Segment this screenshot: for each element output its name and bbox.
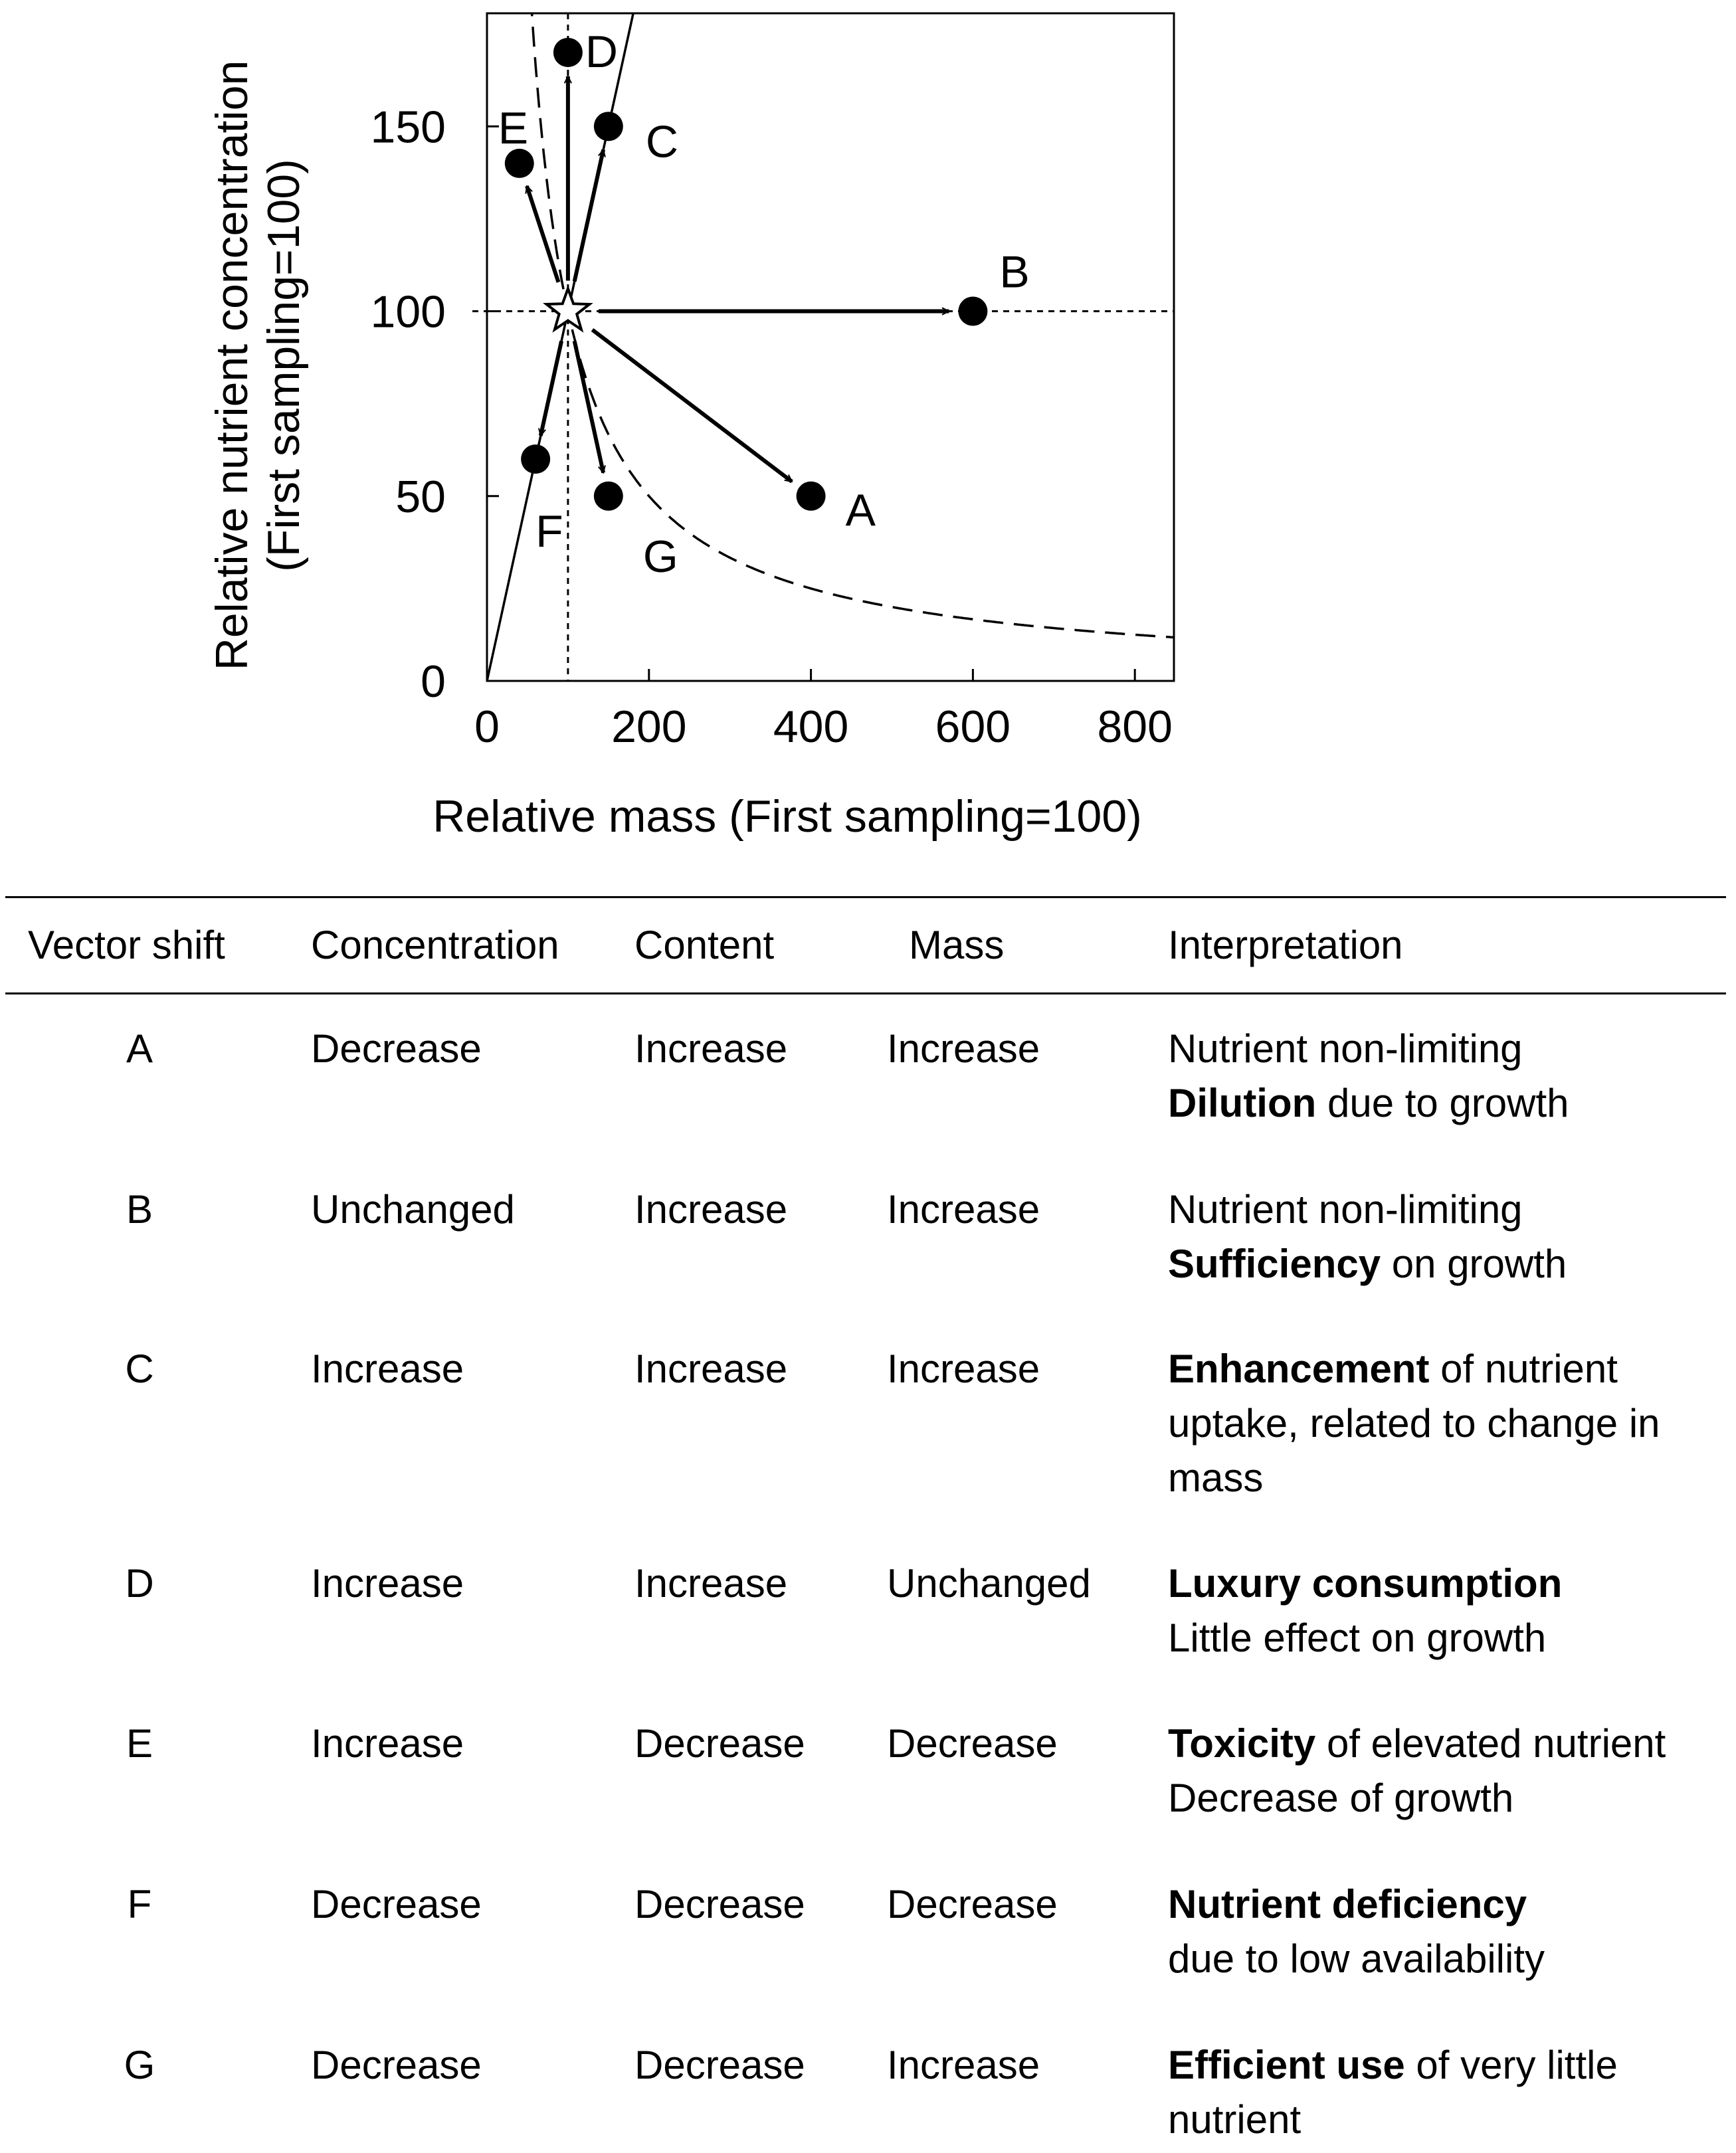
cell-vector-shift: A <box>126 1026 153 1071</box>
cell-mass: Decrease <box>887 1882 1058 1926</box>
plot-frame <box>486 12 1175 682</box>
x-tick-label: 600 <box>935 702 1011 752</box>
cell-interpretation: Toxicity of elevated nutrient Decrease o… <box>1168 1717 1726 1825</box>
cell-content: Increase <box>634 1187 788 1232</box>
header-interpretation: Interpretation <box>1168 923 1403 967</box>
point-label-g: G <box>643 531 678 582</box>
cell-vector-shift: B <box>126 1187 153 1232</box>
cell-concentration: Unchanged <box>311 1187 515 1232</box>
y-tick-label: 0 <box>421 656 446 707</box>
x-tick-label: 400 <box>773 702 848 752</box>
interpretation-detail: of nutrient uptake, related to change in… <box>1168 1347 1660 1500</box>
interpretation-keyword: Sufficiency <box>1168 1242 1381 1286</box>
cell-content: Increase <box>634 1561 788 1606</box>
cell-content: Decrease <box>634 1721 805 1766</box>
interpretation-line: Nutrient non-limiting <box>1168 1026 1523 1071</box>
table-top-rule <box>5 896 1726 898</box>
interpretation-keyword: Toxicity <box>1168 1721 1316 1766</box>
point-label-f: F <box>535 506 563 557</box>
cell-concentration: Decrease <box>311 2043 482 2087</box>
cell-content: Decrease <box>634 1882 805 1926</box>
interpretation-keyword: Enhancement <box>1168 1347 1430 1391</box>
vector-arrow-f <box>541 340 564 436</box>
cell-mass: Increase <box>887 2043 1040 2087</box>
cell-vector-shift: G <box>124 2043 155 2087</box>
interpretation-keyword: Dilution <box>1168 1081 1317 1125</box>
cell-content: Increase <box>634 1026 788 1071</box>
x-axis-title: Relative mass (First sampling=100) <box>433 791 1142 842</box>
cell-interpretation: Nutrient deficiency due to low availabili… <box>1168 1877 1726 1986</box>
y-tick-label: 100 <box>371 287 446 337</box>
y-axis-title: Relative nutrient concentration (First s… <box>207 60 309 671</box>
cell-vector-shift: F <box>127 1882 152 1926</box>
cell-mass: Increase <box>887 1026 1040 1071</box>
cell-vector-shift: E <box>126 1721 153 1766</box>
point-label-c: C <box>646 116 678 167</box>
cell-concentration: Decrease <box>311 1026 482 1071</box>
data-point-a <box>796 481 826 511</box>
point-label-b: B <box>999 247 1029 298</box>
header-mass: Mass <box>909 923 1005 967</box>
constant-ratio-solid-line <box>487 13 634 681</box>
interpretation-keyword: Luxury consumption <box>1168 1561 1563 1606</box>
constant-content-dashed-curve <box>530 13 1174 639</box>
cell-interpretation: Enhancement of nutrient uptake, related … <box>1168 1342 1726 1505</box>
vector-arrow-c <box>572 149 603 282</box>
x-tick-label: 200 <box>611 702 686 752</box>
cell-interpretation: Luxury consumption Little effect on growt… <box>1168 1556 1726 1665</box>
point-label-a: A <box>846 485 876 535</box>
cell-concentration: Increase <box>311 1721 464 1766</box>
point-label-e: E <box>498 103 528 153</box>
data-point-b <box>958 296 988 326</box>
vector-chart: 0 200 400 600 800 0 50 100 150 A B CD E F G <box>371 12 1175 752</box>
vector-arrow-a <box>591 328 793 484</box>
interpretation-detail: Little effect on growth <box>1168 1616 1547 1660</box>
interpretation-keyword: Efficient use <box>1168 2043 1405 2087</box>
data-point-e <box>504 148 534 178</box>
header-vector-shift: Vector shift <box>28 923 225 967</box>
data-point-g <box>593 481 623 511</box>
cell-interpretation: Efficient use of very little nutrient <box>1168 2038 1726 2147</box>
x-tick-label: 800 <box>1097 702 1172 752</box>
cell-interpretation: Nutrient non-limiting Dilution due to gro… <box>1168 1022 1726 1131</box>
table-header-rule <box>5 992 1726 994</box>
data-point-d <box>553 37 583 67</box>
cell-mass: Decrease <box>887 1721 1058 1766</box>
y-tick-label: 50 <box>395 472 446 522</box>
cell-concentration: Increase <box>311 1347 464 1391</box>
interpretation-detail: due to growth <box>1316 1081 1569 1125</box>
interpretation-detail: due to low availability <box>1168 1936 1545 1981</box>
data-point-f <box>521 444 551 474</box>
y-tick-label: 150 <box>371 102 446 152</box>
vector-arrow-g <box>572 340 603 472</box>
cell-interpretation: Nutrient non-limiting Sufficiency on grow… <box>1168 1182 1726 1291</box>
interpretation-detail: on growth <box>1381 1242 1567 1286</box>
interpretation-detail: of elevated nutrient Decrease of growth <box>1168 1721 1666 1820</box>
cell-content: Increase <box>634 1347 788 1391</box>
cell-vector-shift: C <box>125 1347 154 1391</box>
cell-concentration: Increase <box>311 1561 464 1606</box>
interpretation-keyword: Nutrient deficiency <box>1168 1882 1527 1926</box>
vector-arrow-e <box>525 186 561 283</box>
header-content: Content <box>634 923 775 967</box>
data-point-c <box>593 112 623 141</box>
cell-concentration: Decrease <box>311 1882 482 1926</box>
first-sampling-star-marker <box>543 284 593 333</box>
cell-mass: Unchanged <box>887 1561 1091 1606</box>
header-concentration: Concentration <box>311 923 559 967</box>
cell-content: Decrease <box>634 2043 805 2087</box>
cell-mass: Increase <box>887 1187 1040 1232</box>
x-tick-label: 0 <box>474 702 500 752</box>
point-label-d: D <box>585 27 618 77</box>
interpretation-detail: of very little nutrient <box>1168 2043 1618 2142</box>
cell-vector-shift: D <box>125 1561 154 1606</box>
interpretation-line: Nutrient non-limiting <box>1168 1187 1523 1232</box>
cell-mass: Increase <box>887 1347 1040 1391</box>
